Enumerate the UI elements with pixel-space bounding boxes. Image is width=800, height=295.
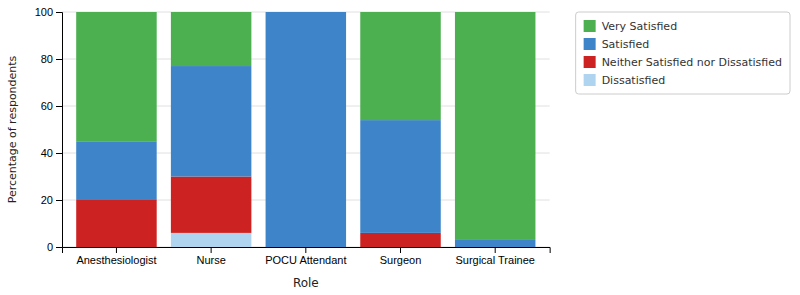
bar [171, 233, 251, 247]
y-axis: 0 20 40 60 80 100 [35, 6, 63, 253]
legend-item: Very Satisfied [584, 20, 677, 33]
chart: Very Satisfied Satisfied Neither Satisfied… [0, 0, 800, 295]
tick-mark [56, 247, 62, 248]
bar [360, 12, 440, 120]
tick: 20 [41, 194, 62, 206]
bar [266, 12, 346, 13]
tick: Nurse [196, 247, 225, 266]
bars [76, 12, 535, 247]
legend-item: Neither Satisfied nor Dissatisfied [584, 56, 782, 69]
tick-mark [56, 153, 62, 154]
tick-mark [56, 106, 62, 107]
tick-label: 20 [41, 194, 53, 206]
bar [171, 12, 251, 66]
tick: 100 [35, 6, 62, 18]
tick-label: Anesthesiologist [76, 254, 156, 266]
tick: 80 [41, 53, 62, 65]
legend-item: Dissatisfied [584, 74, 666, 87]
bar [455, 12, 535, 240]
tick-label: 100 [35, 6, 53, 18]
tick: POCU Attendant [265, 247, 346, 266]
tick: 0 [47, 241, 62, 253]
bar [266, 12, 346, 247]
axis-line [63, 248, 551, 254]
bar [360, 120, 440, 233]
grid [62, 12, 550, 247]
bar [360, 233, 440, 247]
tick-mark [56, 59, 62, 60]
legend-swatch [584, 20, 596, 32]
tick-mark [495, 247, 496, 253]
x-axis-title: Role [293, 276, 319, 290]
legend-box [576, 12, 790, 94]
series [76, 12, 535, 240]
tick-mark [56, 12, 62, 13]
tick: Surgical Trainee [455, 247, 535, 266]
bar [76, 200, 156, 247]
series [76, 12, 535, 247]
tick-mark [116, 247, 117, 253]
legend-label: Very Satisfied [602, 20, 677, 33]
bar [76, 141, 156, 200]
series [171, 233, 251, 247]
legend-label: Satisfied [602, 38, 650, 51]
bar [171, 66, 251, 176]
bar [76, 12, 156, 141]
tick-label: Nurse [196, 254, 225, 266]
legend: Very Satisfied Satisfied Neither Satisfied… [576, 12, 790, 94]
tick: Anesthesiologist [76, 247, 156, 266]
legend-label: Dissatisfied [602, 74, 666, 87]
bar [171, 177, 251, 233]
axis-line [56, 13, 63, 248]
y-axis-title: Percentage of respondents [6, 55, 19, 203]
tick-label: 60 [41, 100, 53, 112]
legend-item: Satisfied [584, 38, 650, 51]
legend-label: Neither Satisfied nor Dissatisfied [602, 56, 782, 69]
tick-mark [400, 247, 401, 253]
legend-swatch [584, 56, 596, 68]
tick-mark [305, 247, 306, 253]
tick-mark [211, 247, 212, 253]
legend-swatch [584, 74, 596, 86]
tick-label: POCU Attendant [265, 254, 346, 266]
tick-label: Surgical Trainee [455, 254, 535, 266]
tick-label: 0 [47, 241, 53, 253]
x-axis: Anesthesiologist Nurse POCU Attendant Surge… [63, 247, 551, 266]
tick-label: Surgeon [380, 254, 422, 266]
tick-label: 40 [41, 147, 53, 159]
bar [455, 240, 535, 247]
tick: 40 [41, 147, 62, 159]
legend-swatch [584, 38, 596, 50]
tick-mark [56, 200, 62, 201]
plot: Anesthesiologist Nurse POCU Attendant Surge… [35, 6, 551, 266]
tick-label: 80 [41, 53, 53, 65]
tick: Surgeon [380, 247, 422, 266]
tick: 60 [41, 100, 62, 112]
